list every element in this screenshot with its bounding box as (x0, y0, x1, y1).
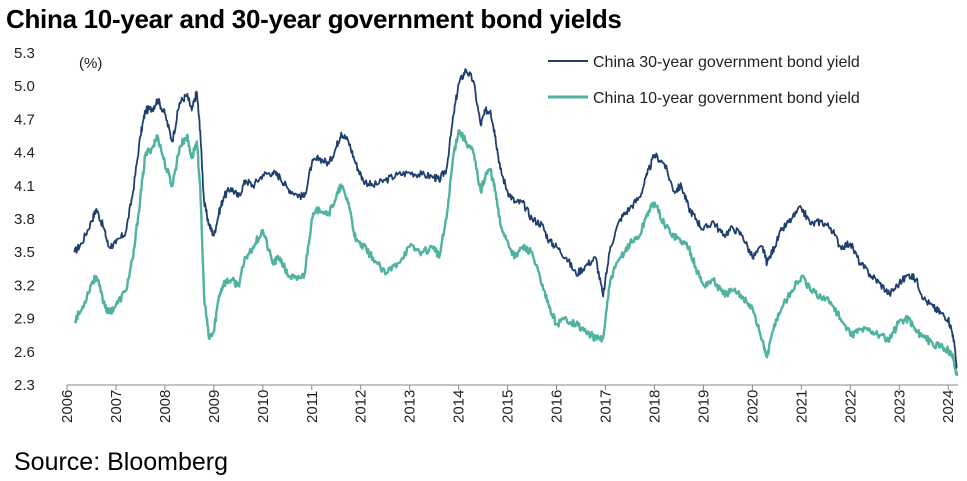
legend-entry-label: China 30-year government bond yield (593, 54, 860, 71)
y-tick-label: 5.3 (14, 45, 35, 62)
y-tick-label: 2.6 (14, 344, 35, 361)
legend-entry-label: China 10-year government bond yield (593, 90, 860, 107)
x-tick-label: 2010 (255, 390, 272, 423)
series-line-30-year (73, 68, 958, 369)
y-tick-label: 3.2 (14, 277, 35, 294)
x-axis: 2006 2007 2008 2009 2010 2011 2012 2013 2014 2015… (59, 384, 958, 423)
x-tick-label: 2016 (549, 390, 566, 423)
y-tick-label: 3.5 (14, 244, 35, 261)
x-tick-label: 2012 (353, 390, 370, 423)
x-tick-label: 2024 (940, 390, 957, 423)
y-tick-label: 4.1 (14, 178, 35, 195)
y-tick-label: 5.0 (14, 78, 35, 95)
x-tick-label: 2017 (598, 390, 615, 423)
x-tick-label: 2022 (842, 390, 859, 423)
y-axis-ticks: 2.3 2.6 2.9 3.2 3.5 3.8 4.1 4.4 4.7 5.0 5.3 (14, 45, 35, 394)
y-tick-label: 2.9 (14, 311, 35, 328)
x-tick-label: 2021 (793, 390, 810, 423)
x-tick-label: 2019 (695, 390, 712, 423)
y-tick-label: 3.8 (14, 211, 35, 228)
y-tick-label: 4.7 (14, 111, 35, 128)
x-tick-label: 2020 (744, 390, 761, 423)
x-tick-label: 2009 (206, 390, 223, 423)
x-tick-label: 2014 (451, 390, 468, 423)
x-tick-label: 2013 (402, 390, 419, 423)
series-line-10-year (73, 129, 959, 377)
x-tick-label: 2018 (646, 390, 663, 423)
y-tick-label: 2.3 (14, 377, 35, 394)
x-tick-label: 2011 (304, 391, 321, 423)
y-axis-unit-label: (%) (79, 55, 102, 72)
x-tick-label: 2015 (500, 390, 517, 423)
y-tick-label: 4.4 (14, 145, 35, 162)
x-tick-label: 2006 (59, 390, 76, 423)
x-tick-label: 2007 (108, 390, 125, 423)
x-tick-label: 2023 (891, 390, 908, 423)
plot-area (73, 68, 959, 377)
chart-title: China 10-year and 30-year government bon… (6, 4, 622, 34)
x-tick-label: 2008 (157, 390, 174, 423)
source-note: Source: Bloomberg (14, 448, 229, 476)
legend: China 30-year government bond yield China… (548, 54, 860, 107)
